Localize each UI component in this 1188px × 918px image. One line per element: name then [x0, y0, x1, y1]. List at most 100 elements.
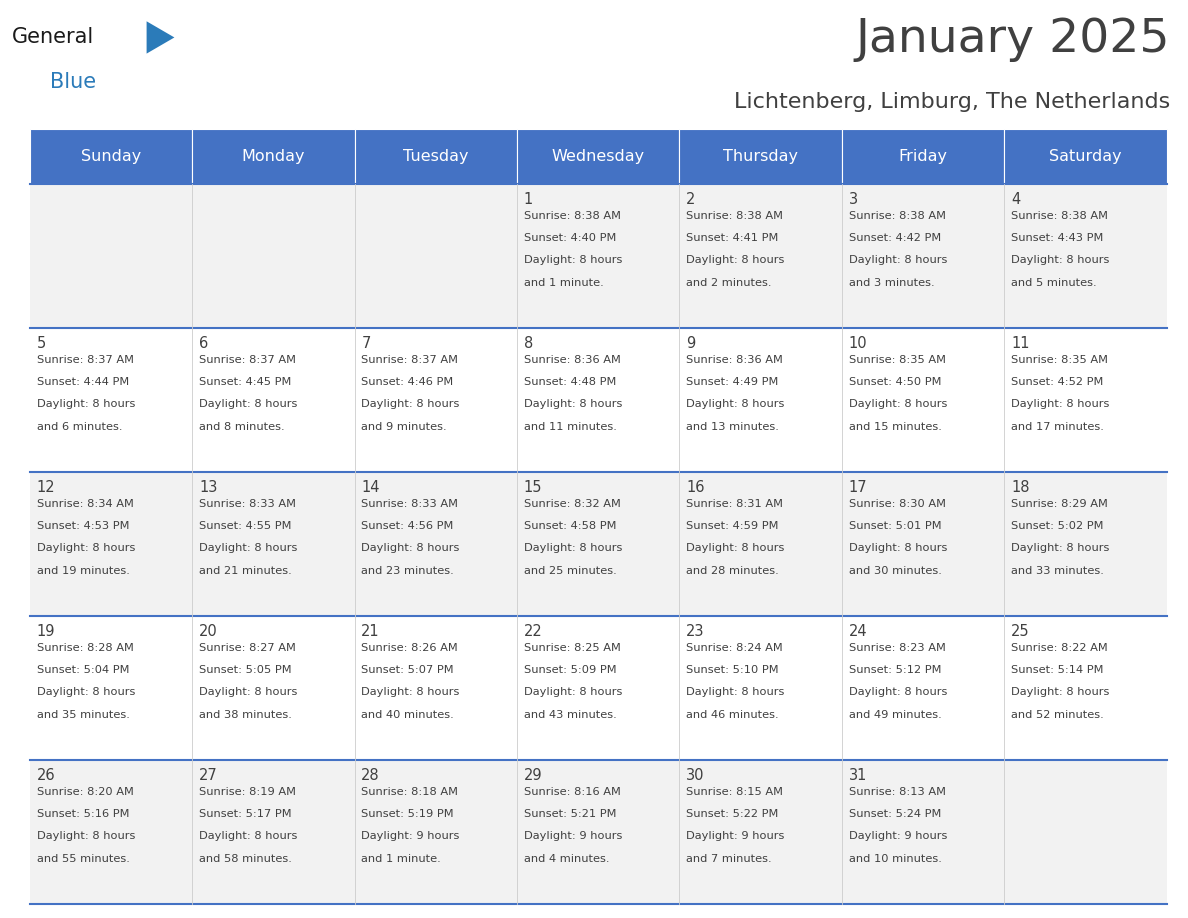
Text: and 4 minutes.: and 4 minutes.: [524, 854, 609, 864]
Text: and 30 minutes.: and 30 minutes.: [848, 565, 941, 576]
Text: and 17 minutes.: and 17 minutes.: [1011, 421, 1104, 431]
Text: 10: 10: [848, 336, 867, 351]
Text: Sunset: 5:01 PM: Sunset: 5:01 PM: [848, 521, 941, 532]
Text: and 33 minutes.: and 33 minutes.: [1011, 565, 1104, 576]
Text: Sunrise: 8:19 AM: Sunrise: 8:19 AM: [198, 787, 296, 797]
Text: 3: 3: [848, 192, 858, 207]
Text: and 7 minutes.: and 7 minutes.: [687, 854, 772, 864]
Text: Sunset: 4:59 PM: Sunset: 4:59 PM: [687, 521, 778, 532]
Text: Sunset: 4:50 PM: Sunset: 4:50 PM: [848, 377, 941, 387]
Text: Sunset: 4:43 PM: Sunset: 4:43 PM: [1011, 233, 1104, 243]
Text: 17: 17: [848, 480, 867, 495]
Text: Sunset: 4:45 PM: Sunset: 4:45 PM: [198, 377, 291, 387]
Text: and 58 minutes.: and 58 minutes.: [198, 854, 292, 864]
Text: Friday: Friday: [898, 149, 948, 164]
Text: Daylight: 8 hours: Daylight: 8 hours: [198, 832, 297, 842]
Text: 26: 26: [37, 768, 55, 783]
Text: and 9 minutes.: and 9 minutes.: [361, 421, 447, 431]
Text: Sunset: 5:10 PM: Sunset: 5:10 PM: [687, 665, 779, 675]
Text: and 19 minutes.: and 19 minutes.: [37, 565, 129, 576]
Bar: [192, 129, 354, 185]
Text: Sunset: 5:05 PM: Sunset: 5:05 PM: [198, 665, 291, 675]
Text: Daylight: 8 hours: Daylight: 8 hours: [848, 255, 947, 265]
Text: Sunrise: 8:31 AM: Sunrise: 8:31 AM: [687, 498, 783, 509]
Text: 19: 19: [37, 624, 55, 639]
Text: Sunrise: 8:26 AM: Sunrise: 8:26 AM: [361, 643, 459, 653]
Text: Daylight: 8 hours: Daylight: 8 hours: [524, 255, 623, 265]
Text: Daylight: 8 hours: Daylight: 8 hours: [361, 688, 460, 698]
Text: Sunrise: 8:34 AM: Sunrise: 8:34 AM: [37, 498, 133, 509]
Bar: [30, 185, 1167, 329]
Text: Wednesday: Wednesday: [551, 149, 645, 164]
Text: Sunrise: 8:37 AM: Sunrise: 8:37 AM: [37, 355, 133, 364]
Text: Sunset: 4:52 PM: Sunset: 4:52 PM: [1011, 377, 1104, 387]
Text: 30: 30: [687, 768, 704, 783]
Bar: [30, 329, 1167, 473]
Text: Daylight: 8 hours: Daylight: 8 hours: [1011, 255, 1110, 265]
Text: 11: 11: [1011, 336, 1030, 351]
Text: Daylight: 8 hours: Daylight: 8 hours: [1011, 399, 1110, 409]
Text: General: General: [12, 28, 94, 48]
Text: and 52 minutes.: and 52 minutes.: [1011, 710, 1104, 720]
Text: 13: 13: [198, 480, 217, 495]
Text: and 46 minutes.: and 46 minutes.: [687, 710, 779, 720]
Text: and 21 minutes.: and 21 minutes.: [198, 565, 292, 576]
Text: Sunrise: 8:33 AM: Sunrise: 8:33 AM: [361, 498, 459, 509]
Text: Sunset: 4:49 PM: Sunset: 4:49 PM: [687, 377, 778, 387]
Text: Sunrise: 8:29 AM: Sunrise: 8:29 AM: [1011, 498, 1108, 509]
Text: and 8 minutes.: and 8 minutes.: [198, 421, 285, 431]
Text: Sunrise: 8:25 AM: Sunrise: 8:25 AM: [524, 643, 620, 653]
Text: 12: 12: [37, 480, 55, 495]
Text: Sunset: 4:41 PM: Sunset: 4:41 PM: [687, 233, 778, 243]
Text: Daylight: 8 hours: Daylight: 8 hours: [848, 543, 947, 554]
Text: 20: 20: [198, 624, 217, 639]
Text: Sunset: 5:07 PM: Sunset: 5:07 PM: [361, 665, 454, 675]
Text: Daylight: 8 hours: Daylight: 8 hours: [524, 399, 623, 409]
Text: Sunrise: 8:24 AM: Sunrise: 8:24 AM: [687, 643, 783, 653]
Text: Sunrise: 8:18 AM: Sunrise: 8:18 AM: [361, 787, 459, 797]
Text: Daylight: 8 hours: Daylight: 8 hours: [37, 399, 135, 409]
Text: Sunset: 5:09 PM: Sunset: 5:09 PM: [524, 665, 617, 675]
Text: 4: 4: [1011, 192, 1020, 207]
Text: Daylight: 9 hours: Daylight: 9 hours: [361, 832, 460, 842]
Text: 5: 5: [37, 336, 46, 351]
Bar: [517, 129, 680, 185]
Text: Daylight: 8 hours: Daylight: 8 hours: [1011, 688, 1110, 698]
Text: and 25 minutes.: and 25 minutes.: [524, 565, 617, 576]
Text: Sunset: 5:12 PM: Sunset: 5:12 PM: [848, 665, 941, 675]
Text: Sunrise: 8:38 AM: Sunrise: 8:38 AM: [524, 211, 621, 221]
Text: 18: 18: [1011, 480, 1030, 495]
Text: Daylight: 8 hours: Daylight: 8 hours: [198, 399, 297, 409]
Text: Sunrise: 8:20 AM: Sunrise: 8:20 AM: [37, 787, 133, 797]
Text: Sunrise: 8:22 AM: Sunrise: 8:22 AM: [1011, 643, 1107, 653]
Bar: [30, 129, 192, 185]
Text: Sunset: 5:19 PM: Sunset: 5:19 PM: [361, 809, 454, 819]
Text: Sunset: 4:46 PM: Sunset: 4:46 PM: [361, 377, 454, 387]
Text: Daylight: 8 hours: Daylight: 8 hours: [37, 543, 135, 554]
Text: Sunrise: 8:33 AM: Sunrise: 8:33 AM: [198, 498, 296, 509]
Text: 6: 6: [198, 336, 208, 351]
Text: and 1 minute.: and 1 minute.: [361, 854, 441, 864]
Text: 7: 7: [361, 336, 371, 351]
Text: Daylight: 8 hours: Daylight: 8 hours: [361, 543, 460, 554]
Text: Sunset: 4:40 PM: Sunset: 4:40 PM: [524, 233, 617, 243]
Text: Saturday: Saturday: [1049, 149, 1121, 164]
Text: and 6 minutes.: and 6 minutes.: [37, 421, 122, 431]
Text: Sunset: 4:58 PM: Sunset: 4:58 PM: [524, 521, 617, 532]
Text: and 13 minutes.: and 13 minutes.: [687, 421, 779, 431]
Text: Sunset: 5:17 PM: Sunset: 5:17 PM: [198, 809, 291, 819]
Text: Sunset: 4:44 PM: Sunset: 4:44 PM: [37, 377, 128, 387]
Bar: [354, 129, 517, 185]
Text: and 3 minutes.: and 3 minutes.: [848, 278, 934, 287]
Text: Lichtenberg, Limburg, The Netherlands: Lichtenberg, Limburg, The Netherlands: [734, 93, 1170, 112]
Text: and 1 minute.: and 1 minute.: [524, 278, 604, 287]
Text: 15: 15: [524, 480, 542, 495]
Text: Sunset: 5:22 PM: Sunset: 5:22 PM: [687, 809, 778, 819]
Text: Sunset: 5:02 PM: Sunset: 5:02 PM: [1011, 521, 1104, 532]
Text: and 15 minutes.: and 15 minutes.: [848, 421, 941, 431]
Text: Sunrise: 8:38 AM: Sunrise: 8:38 AM: [1011, 211, 1108, 221]
Text: Sunrise: 8:16 AM: Sunrise: 8:16 AM: [524, 787, 620, 797]
Text: and 40 minutes.: and 40 minutes.: [361, 710, 454, 720]
Text: Sunrise: 8:27 AM: Sunrise: 8:27 AM: [198, 643, 296, 653]
Text: and 11 minutes.: and 11 minutes.: [524, 421, 617, 431]
